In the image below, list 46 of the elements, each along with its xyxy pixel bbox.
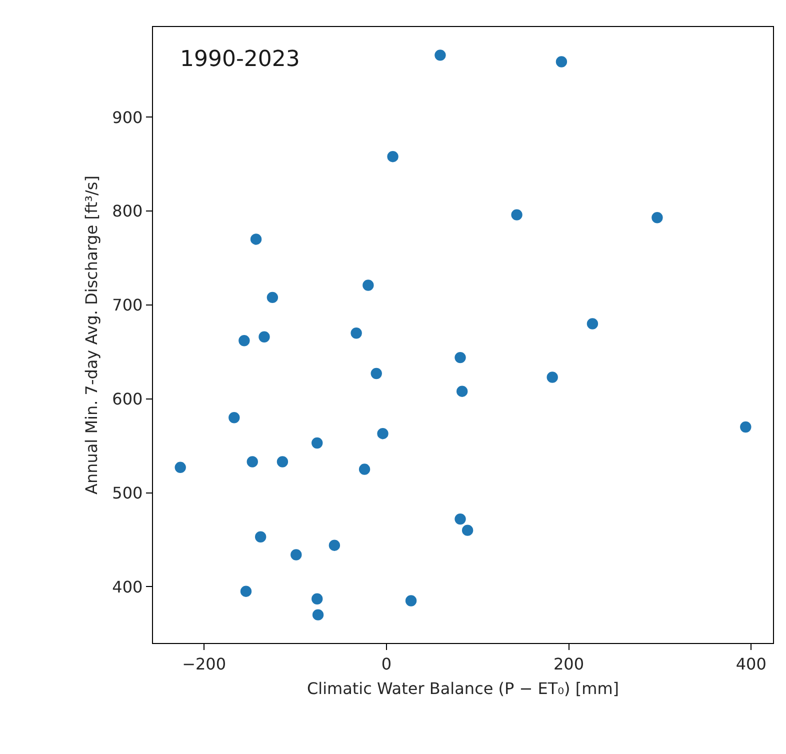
- point: [739, 420, 752, 434]
- point: [310, 592, 324, 606]
- point: [362, 278, 375, 292]
- point: [290, 548, 303, 562]
- point: [461, 524, 474, 537]
- annotation: 1990-2023: [180, 47, 300, 72]
- x-tick-label: 0: [381, 654, 392, 674]
- x-axis-title: Climatic Water Balance (P − ET₀) [mm]: [306, 679, 620, 698]
- y-axis-title: Annual Min. 7-day Avg. Discharge [ft³/s]: [82, 175, 102, 495]
- point: [456, 384, 468, 398]
- point: [454, 512, 467, 526]
- point: [650, 211, 664, 224]
- x-tick-label: 400: [736, 654, 766, 674]
- point: [454, 351, 467, 364]
- point: [312, 608, 324, 622]
- y-tick-label: 400: [112, 577, 143, 596]
- point: [370, 367, 383, 380]
- x-tick-label: 200: [553, 654, 584, 674]
- point: [250, 232, 262, 246]
- y-tick-label: 600: [112, 389, 143, 408]
- point: [386, 150, 400, 163]
- point: [266, 291, 279, 304]
- point: [404, 594, 418, 608]
- y-tick-label: 900: [112, 108, 143, 127]
- point: [434, 48, 447, 62]
- y-tick-label: 500: [112, 483, 143, 502]
- point: [228, 411, 241, 424]
- point: [546, 370, 559, 384]
- point: [586, 317, 599, 330]
- point: [358, 462, 371, 476]
- point: [310, 436, 324, 450]
- y-tick-label: 800: [112, 202, 143, 221]
- point: [174, 461, 187, 474]
- point: [555, 55, 568, 68]
- point: [376, 427, 390, 440]
- y-tick-label: 700: [112, 296, 143, 315]
- point: [328, 538, 341, 552]
- point: [510, 208, 524, 222]
- point: [238, 334, 251, 348]
- point: [246, 455, 259, 468]
- point: [350, 326, 363, 340]
- x-tick-label: −200: [182, 654, 226, 674]
- point: [258, 330, 271, 344]
- point: [254, 530, 267, 544]
- point: [240, 584, 252, 598]
- point: [276, 455, 289, 468]
